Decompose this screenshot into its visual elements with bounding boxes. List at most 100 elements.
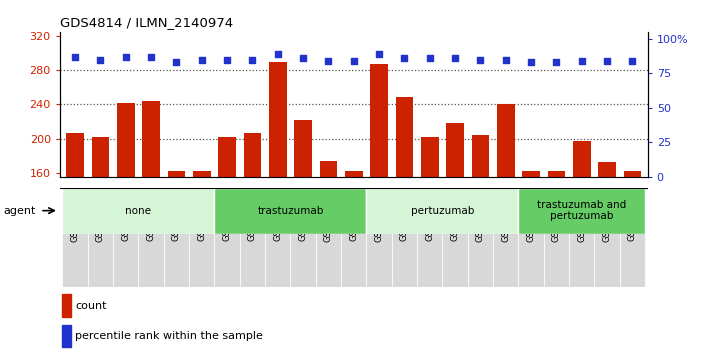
Bar [164,188,189,287]
Bar [497,104,515,177]
Bar [518,188,645,234]
Bar [370,64,388,177]
Point [146,54,157,59]
Bar [139,188,164,287]
Bar [624,171,641,177]
Bar [193,171,210,177]
Point [373,51,384,57]
Point [627,58,638,64]
Point [525,59,536,65]
Bar [215,188,366,234]
Text: trastuzumab: trastuzumab [257,206,324,216]
Text: count: count [75,301,107,311]
Bar [66,133,84,177]
Bar [215,188,240,287]
Bar [62,295,71,317]
Text: GSM780725: GSM780725 [451,190,460,241]
Bar [320,161,337,177]
Bar [117,103,134,177]
Bar [548,171,565,177]
Bar [291,188,316,287]
Bar [62,325,71,348]
Point [424,55,435,61]
Text: GSM780710: GSM780710 [222,190,232,241]
Text: none: none [125,206,151,216]
Bar [366,188,518,234]
Text: agent: agent [4,206,36,216]
Bar [467,188,493,287]
Bar [240,188,265,287]
Bar [472,135,489,177]
Text: trastuzumab and
pertuzumab: trastuzumab and pertuzumab [537,200,627,222]
Bar [391,188,417,287]
Text: GSM780723: GSM780723 [324,190,333,241]
Text: GSM780717: GSM780717 [552,190,561,241]
Bar [493,188,518,287]
Bar [88,188,113,287]
Text: GSM780715: GSM780715 [425,190,434,241]
Text: pertuzumab: pertuzumab [410,206,474,216]
Bar [92,137,109,177]
Point [70,54,81,59]
Point [120,54,132,59]
Text: GSM780722: GSM780722 [298,190,308,241]
Bar [573,141,591,177]
Text: GSM780714: GSM780714 [400,190,409,241]
Bar [446,123,464,177]
Bar [518,188,543,287]
Text: GSM780713: GSM780713 [375,190,384,241]
Bar [345,171,363,177]
Point [95,57,106,62]
Text: GDS4814 / ILMN_2140974: GDS4814 / ILMN_2140974 [60,16,233,29]
Bar [244,133,261,177]
Bar [569,188,594,287]
Text: GSM780721: GSM780721 [197,190,206,241]
Bar [294,120,312,177]
Text: GSM780711: GSM780711 [248,190,257,241]
Text: GSM780716: GSM780716 [527,190,536,241]
Bar [265,188,291,287]
Bar [142,101,160,177]
Text: GSM780718: GSM780718 [577,190,586,241]
Point [247,57,258,62]
Bar [168,171,185,177]
Text: GSM780709: GSM780709 [121,190,130,241]
Text: percentile rank within the sample: percentile rank within the sample [75,331,263,341]
Bar [366,188,391,287]
Text: GSM780724: GSM780724 [349,190,358,241]
Bar [417,188,442,287]
Bar [396,97,413,177]
Text: GSM780728: GSM780728 [603,190,612,241]
Point [576,58,587,64]
Bar [113,188,139,287]
Bar [594,188,620,287]
Bar [63,188,88,287]
Point [323,58,334,64]
Bar [269,62,287,177]
Bar [341,188,366,287]
Text: GSM780708: GSM780708 [96,190,105,241]
Point [171,59,182,65]
Point [348,58,359,64]
Text: GSM780729: GSM780729 [628,190,637,241]
Text: GSM780712: GSM780712 [273,190,282,241]
Text: GSM780707: GSM780707 [70,190,80,241]
Text: GSM780719: GSM780719 [146,190,156,241]
Point [196,57,208,62]
Bar [316,188,341,287]
Text: GSM780726: GSM780726 [476,190,485,241]
Bar [442,188,467,287]
Point [398,55,410,61]
Bar [189,188,215,287]
Bar [421,137,439,177]
Bar [620,188,645,287]
Bar [218,137,236,177]
Point [272,51,284,57]
Point [222,57,233,62]
Point [474,57,486,62]
Point [500,57,511,62]
Point [551,59,562,65]
Bar [63,188,215,234]
Bar [543,188,569,287]
Text: GSM780727: GSM780727 [501,190,510,241]
